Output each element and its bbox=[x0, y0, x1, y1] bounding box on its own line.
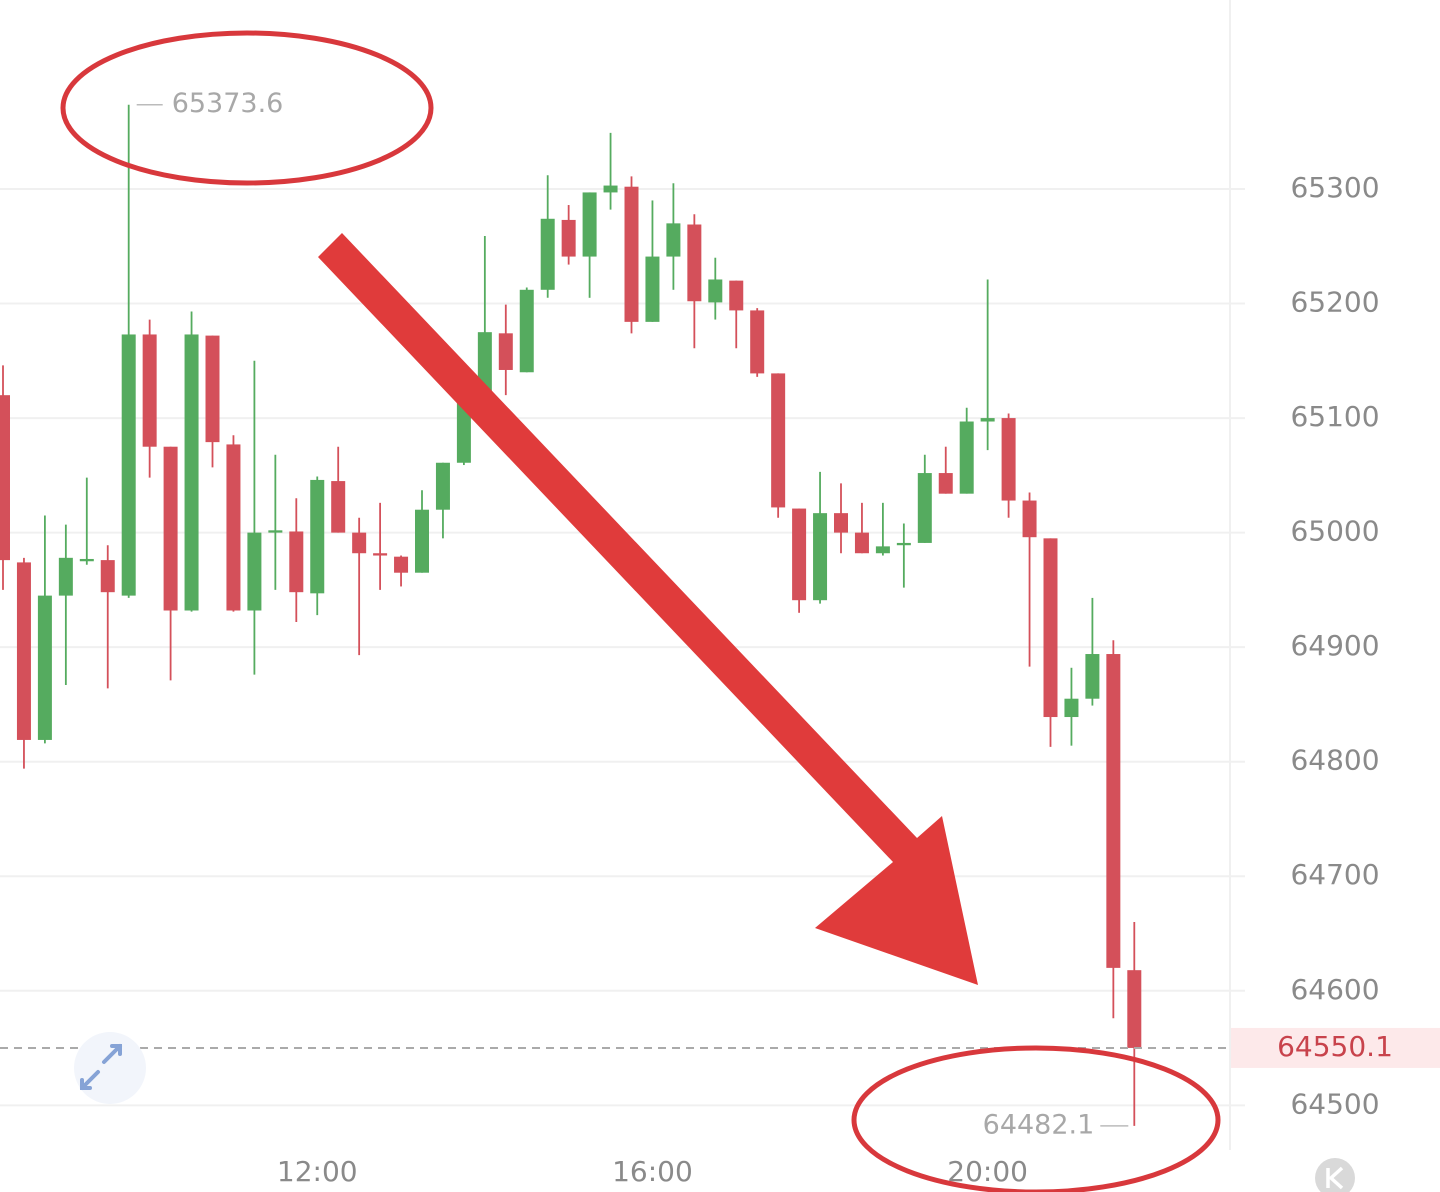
candle-body bbox=[582, 192, 597, 257]
candle-body bbox=[834, 513, 848, 533]
candle-body bbox=[540, 218, 555, 290]
candle-body bbox=[310, 479, 325, 594]
candle-body bbox=[394, 556, 409, 573]
low-label: 64482.1 bbox=[983, 1109, 1095, 1140]
expand-icon[interactable] bbox=[80, 1044, 122, 1090]
candle-body bbox=[226, 444, 241, 611]
candle-body bbox=[205, 335, 220, 443]
candle-body bbox=[1022, 500, 1037, 538]
labels: 64500 64600 64700 64800 64900 65000 65100 65200… bbox=[0, 88, 1440, 1188]
candle-body bbox=[875, 546, 890, 554]
candle-body bbox=[1127, 970, 1142, 1048]
candle-body bbox=[792, 508, 807, 601]
candle-body bbox=[79, 558, 94, 562]
y-tick-label: 65100 bbox=[1290, 400, 1379, 433]
candle-body bbox=[645, 256, 660, 322]
candle-body bbox=[708, 279, 723, 303]
candle-body bbox=[1064, 698, 1079, 718]
y-tick-label: 65000 bbox=[1290, 515, 1379, 548]
last-price-label: 64550.1 bbox=[1277, 1030, 1393, 1063]
candle-body bbox=[603, 185, 618, 193]
expand-button[interactable] bbox=[74, 1032, 146, 1104]
low-highlight bbox=[851, 1045, 1221, 1192]
candle-body bbox=[247, 532, 262, 611]
candle-body bbox=[750, 310, 765, 374]
candles bbox=[0, 104, 1142, 1126]
y-tick-label: 64600 bbox=[1290, 973, 1379, 1006]
candle-body bbox=[498, 333, 513, 370]
logo-button[interactable] bbox=[1315, 1158, 1355, 1192]
expand-bg[interactable] bbox=[74, 1032, 146, 1104]
candle-body bbox=[289, 531, 304, 593]
candle-body bbox=[896, 542, 911, 546]
trend-arrow bbox=[318, 233, 978, 985]
candle-body bbox=[980, 418, 995, 422]
candle-body bbox=[729, 280, 744, 311]
y-tick-label: 64900 bbox=[1290, 629, 1379, 662]
y-tick-label: 64700 bbox=[1290, 858, 1379, 891]
candle-body bbox=[163, 446, 178, 611]
y-tick-label: 64500 bbox=[1290, 1087, 1379, 1120]
candle-body bbox=[1043, 538, 1058, 718]
high-label: 65373.6 bbox=[172, 88, 284, 119]
x-tick-label: 16:00 bbox=[612, 1155, 693, 1188]
candle-body bbox=[854, 532, 869, 554]
candle-body bbox=[771, 373, 786, 508]
candle-body bbox=[0, 395, 10, 561]
candle-body bbox=[917, 473, 932, 543]
candle-body bbox=[331, 481, 346, 533]
candle-body bbox=[813, 513, 828, 601]
x-tick-label: 20:00 bbox=[947, 1155, 1028, 1188]
candle-body bbox=[352, 532, 367, 554]
candle-body bbox=[1106, 654, 1121, 968]
candle-body bbox=[58, 557, 73, 596]
candle-body bbox=[100, 560, 115, 593]
candle-body bbox=[435, 462, 450, 510]
last-price-box bbox=[1231, 1027, 1440, 1068]
candle-body bbox=[687, 224, 702, 302]
candle-body bbox=[561, 219, 576, 257]
high-highlight bbox=[60, 30, 434, 186]
logo-icon[interactable] bbox=[1326, 1166, 1344, 1190]
y-tick-label: 65300 bbox=[1290, 171, 1379, 204]
candle-body bbox=[519, 289, 534, 373]
y-tick-label: 65200 bbox=[1290, 286, 1379, 319]
candle-body bbox=[666, 223, 681, 257]
candle-body bbox=[938, 473, 953, 494]
candle-body bbox=[1085, 654, 1100, 699]
candle-body bbox=[624, 186, 639, 322]
x-tick-label: 12:00 bbox=[277, 1155, 358, 1188]
candle-body bbox=[456, 399, 471, 463]
candle-body bbox=[373, 553, 388, 556]
candle-body bbox=[184, 334, 199, 611]
candle-body bbox=[37, 595, 52, 740]
candle-body bbox=[1001, 418, 1016, 501]
candle-body bbox=[16, 562, 31, 740]
candle-body bbox=[268, 530, 283, 533]
grid bbox=[0, 187, 1245, 1107]
candle-body bbox=[121, 334, 136, 596]
y-tick-label: 64800 bbox=[1290, 744, 1379, 777]
candle-body bbox=[415, 509, 429, 573]
candle-body bbox=[142, 334, 157, 447]
candle-body bbox=[959, 421, 974, 494]
